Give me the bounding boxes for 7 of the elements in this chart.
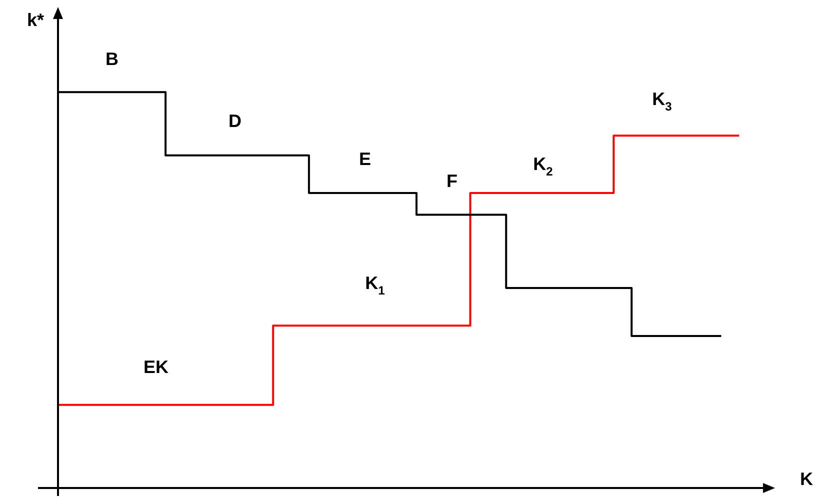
text: B [106,48,118,69]
annotation: E [358,148,372,169]
x-axis-title: K [800,468,813,489]
annotation: EK [144,356,169,377]
annotation: D [228,110,242,131]
y-axis-title: k* [26,10,44,30]
annotation: F [446,170,458,191]
